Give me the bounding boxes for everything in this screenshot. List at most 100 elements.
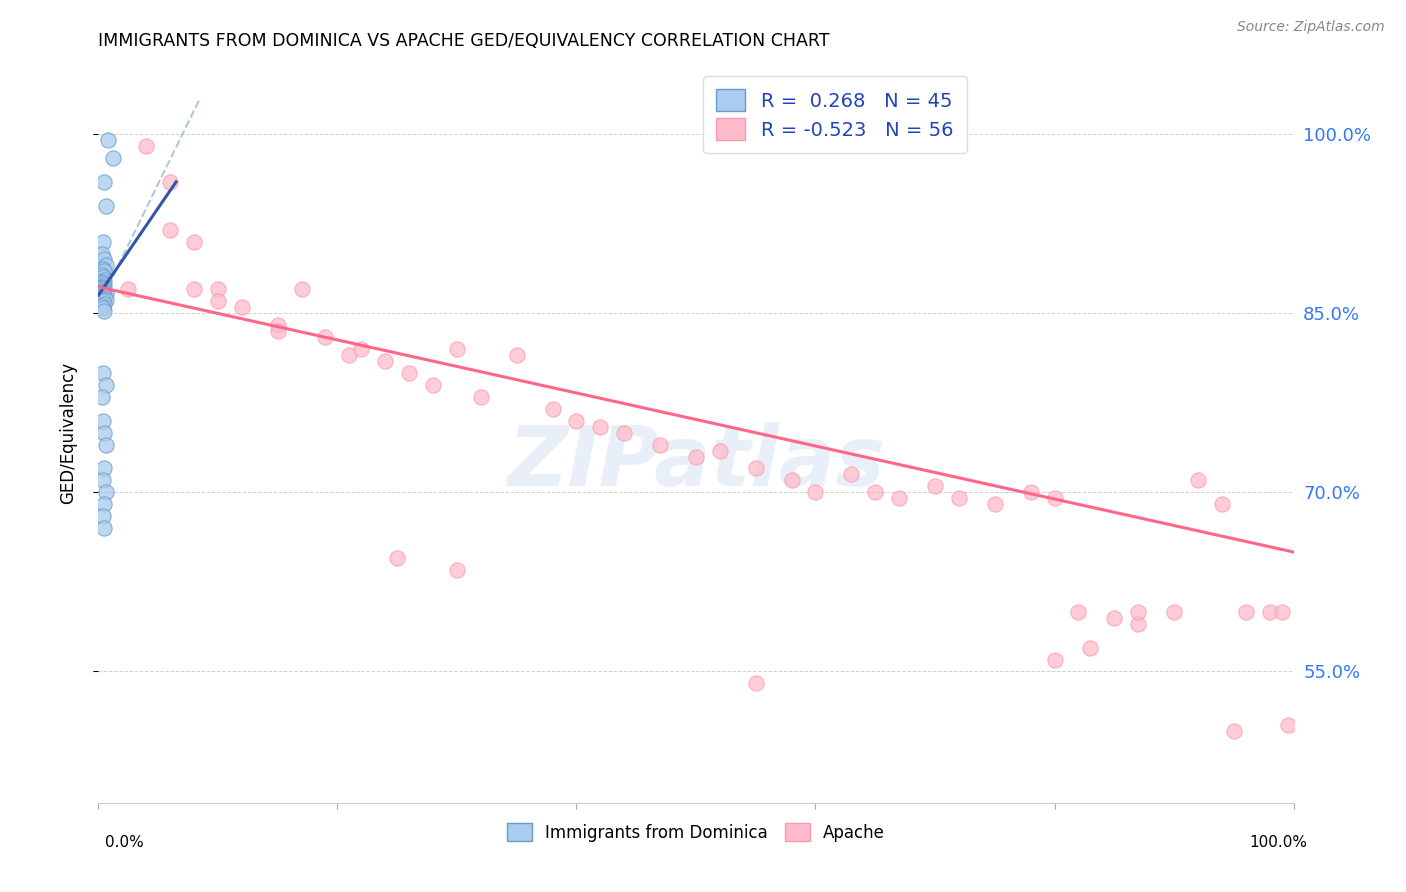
Point [91, 299, 114, 313]
Point [709, 443, 731, 458]
Point [91, 289, 114, 303]
Point [613, 425, 636, 440]
Point [91, 414, 114, 428]
Point [101, 151, 124, 165]
Point [984, 497, 1007, 511]
Point [745, 676, 768, 690]
Point [93, 288, 115, 302]
Y-axis label: GED/Equivalency: GED/Equivalency [59, 361, 77, 504]
Point [93, 277, 115, 292]
Point [91, 268, 114, 282]
Point [1163, 605, 1185, 619]
Point [207, 294, 229, 309]
Point [1043, 491, 1066, 506]
Point [94, 287, 117, 301]
Point [1043, 652, 1066, 666]
Point [470, 390, 492, 404]
Text: Source: ZipAtlas.com: Source: ZipAtlas.com [1237, 20, 1385, 34]
Point [589, 419, 612, 434]
Point [91, 284, 114, 298]
Point [207, 282, 229, 296]
Point [91, 285, 114, 299]
Point [93, 264, 115, 278]
Point [91, 270, 114, 285]
Point [1187, 474, 1209, 488]
Point [385, 551, 409, 566]
Point [446, 342, 468, 356]
Point [93, 461, 115, 475]
Point [94, 199, 117, 213]
Point [91, 280, 114, 294]
Point [1080, 640, 1102, 655]
Point [94, 259, 117, 273]
Point [541, 401, 564, 416]
Point [91, 246, 114, 260]
Point [97, 133, 120, 147]
Text: 100.0%: 100.0% [1250, 836, 1308, 850]
Point [780, 474, 803, 488]
Point [948, 491, 970, 506]
Point [94, 377, 117, 392]
Text: IMMIGRANTS FROM DOMINICA VS APACHE GED/EQUIVALENCY CORRELATION CHART: IMMIGRANTS FROM DOMINICA VS APACHE GED/E… [98, 32, 830, 50]
Point [1104, 611, 1126, 625]
Point [1211, 497, 1233, 511]
Point [117, 282, 139, 296]
Point [889, 491, 911, 506]
Point [91, 277, 114, 291]
Point [91, 291, 114, 305]
Point [93, 521, 115, 535]
Point [94, 485, 117, 500]
Point [91, 281, 114, 295]
Point [94, 293, 117, 307]
Point [565, 414, 588, 428]
Point [93, 497, 115, 511]
Point [93, 425, 115, 440]
Point [93, 303, 115, 318]
Text: ZIPatlas: ZIPatlas [508, 422, 884, 503]
Point [93, 296, 115, 310]
Point [339, 348, 361, 362]
Point [267, 318, 290, 333]
Point [91, 262, 114, 277]
Point [1019, 485, 1042, 500]
Point [1067, 605, 1090, 619]
Point [1128, 616, 1150, 631]
Point [183, 235, 205, 249]
Point [374, 354, 396, 368]
Point [93, 292, 115, 306]
Point [1258, 605, 1281, 619]
Point [804, 485, 827, 500]
Text: 0.0%: 0.0% [105, 836, 145, 850]
Point [91, 294, 114, 309]
Point [91, 509, 114, 524]
Point [1271, 605, 1294, 619]
Point [1234, 605, 1257, 619]
Point [93, 175, 115, 189]
Point [350, 342, 373, 356]
Point [1277, 718, 1299, 732]
Point [1223, 724, 1246, 739]
Point [231, 300, 253, 314]
Point [315, 330, 337, 344]
Point [159, 175, 181, 189]
Point [91, 275, 114, 289]
Point [91, 235, 114, 249]
Point [91, 301, 114, 316]
Point [685, 450, 707, 464]
Point [183, 282, 205, 296]
Point [93, 252, 115, 267]
Point [93, 282, 115, 296]
Point [1128, 605, 1150, 619]
Point [135, 139, 157, 153]
Legend: Immigrants from Dominica, Apache: Immigrants from Dominica, Apache [499, 814, 893, 850]
Point [422, 377, 444, 392]
Point [267, 324, 290, 338]
Point [841, 467, 863, 482]
Point [924, 479, 946, 493]
Point [865, 485, 887, 500]
Point [94, 437, 117, 451]
Point [159, 222, 181, 236]
Point [91, 366, 114, 380]
Point [291, 282, 314, 296]
Point [745, 461, 768, 475]
